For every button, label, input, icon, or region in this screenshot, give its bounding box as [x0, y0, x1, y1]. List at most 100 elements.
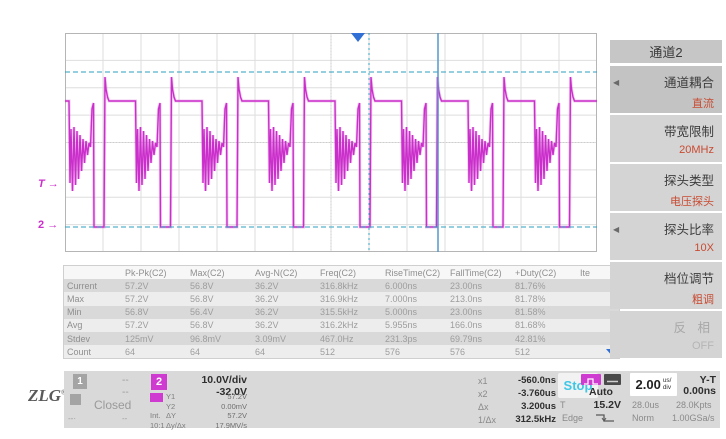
- sample-rate: 1.00GSa/s: [672, 413, 715, 423]
- menu-item-label: 探头比率: [663, 223, 714, 237]
- table-row-max: Max 57.2V 56.8V 36.2V 316.9kHz 7.000ns 213.0ns…: [64, 292, 619, 306]
- sweep-mode: Auto: [589, 386, 613, 398]
- measurement-value: 166.0ns: [450, 320, 483, 331]
- x-cursor-row: Δx 3.200us: [478, 401, 556, 412]
- measurement-value: 36.2V: [255, 320, 279, 331]
- menu-item-coupling[interactable]: ◀ 通道耦合 直流: [610, 66, 722, 113]
- measurement-value: 7.000ns: [385, 293, 418, 304]
- measurement-value: 36.2V: [255, 280, 279, 291]
- math-badge[interactable]: [70, 394, 81, 405]
- cursor-lines[interactable]: [65, 33, 597, 252]
- measurement-value: 69.79ns: [450, 333, 483, 344]
- measurement-value: 64: [190, 346, 201, 357]
- channel2-ground-marker[interactable]: 2 →: [38, 219, 59, 231]
- menu-title: 通道2: [610, 40, 722, 63]
- measurement-value: 81.78%: [515, 293, 546, 304]
- channel2-offset: -32.0V: [216, 386, 247, 398]
- menu-item-value: OFF: [692, 340, 714, 352]
- menu-item-probe-type[interactable]: 探头类型电压探头: [610, 164, 722, 211]
- measurement-value: 56.8V: [190, 320, 214, 331]
- measurement-value: 81.58%: [515, 307, 546, 318]
- menu-item-label: 探头类型: [663, 174, 714, 188]
- measurement-value: 36.2V: [255, 293, 279, 304]
- menu-item-label: 档位调节: [663, 272, 714, 286]
- measurement-value: 467.0Hz: [320, 333, 354, 344]
- channel2-badge[interactable]: 2: [151, 374, 167, 390]
- column-header: Max(C2): [190, 267, 225, 278]
- menu-item-label: 带宽限制: [663, 125, 714, 139]
- measurement-table: Pk-Pk(C2) Max(C2) Avg-N(C2) Freq(C2) RiseTim…: [63, 265, 620, 360]
- measurement-value: 56.8V: [125, 307, 149, 318]
- menu-item-value: 粗调: [692, 294, 714, 306]
- measurement-value: 512: [320, 346, 336, 357]
- channel2-scale: 10.0V/div: [201, 374, 247, 386]
- measurement-value: 6.000ns: [385, 280, 418, 291]
- y-cursor-row: Y2 0.00mV: [166, 401, 247, 411]
- table-row-count: Count 64 64 64 512 576 576 512: [64, 345, 619, 359]
- row-label: Current: [67, 280, 98, 291]
- measurement-value: 316.9kHz: [320, 293, 359, 304]
- trigger-type: Edge: [562, 413, 584, 423]
- channel1-value: --: [122, 387, 129, 398]
- measurement-value: 23.00ns: [450, 307, 483, 318]
- y-cursor-row: 10:1 Δy/Δx 17.9MV/s: [150, 420, 247, 430]
- row-label: Max: [67, 293, 85, 304]
- menu-item-probe-ratio[interactable]: ◀ 探头比率 10X: [610, 213, 722, 260]
- row-label: Avg: [67, 320, 83, 331]
- trigger-delay: 0.00ns: [683, 385, 716, 397]
- menu-item-bandwidth-limit[interactable]: 带宽限制 20MHz: [610, 115, 722, 162]
- memory-depth: 28.0Kpts: [676, 400, 712, 410]
- menu-item-value: 20MHz: [679, 144, 714, 156]
- trigger-level-marker[interactable]: T →: [38, 178, 59, 190]
- submenu-arrow-icon: ◀: [613, 225, 620, 234]
- column-header: RiseTime(C2): [385, 267, 441, 278]
- x-cursor-readout: x1 -560.0ns x2 -3.760us Δx 3.200us 1/Δx 312.5kH…: [478, 374, 556, 426]
- measurement-value: 56.4V: [190, 307, 214, 318]
- measurement-value: 5.955ns: [385, 320, 418, 331]
- measurement-value: 36.2V: [255, 307, 279, 318]
- channel1-badge[interactable]: 1: [73, 374, 87, 389]
- y-cursor-row: Int. ΔY 57.2V: [150, 411, 247, 421]
- y-cursor-readout: Y1 57.2V Y2 0.00mV Int. ΔY 57.2V 10:1 Δy/Δx 17.9M…: [150, 392, 247, 430]
- column-header: FallTime(C2): [450, 267, 502, 278]
- measurement-value: 56.8V: [190, 293, 214, 304]
- measurement-value: 213.0ns: [450, 293, 483, 304]
- x-cursor-row: x2 -3.760us: [478, 388, 556, 399]
- x-cursor-row: 1/Δx 312.5kHz: [478, 414, 556, 425]
- trigger-position-marker[interactable]: [351, 33, 365, 42]
- measurement-value: 315.5kHz: [320, 307, 359, 318]
- column-header: Pk-Pk(C2): [125, 267, 167, 278]
- x-cursor-row: x1 -560.0ns: [478, 375, 556, 386]
- column-header: Ite: [580, 267, 591, 278]
- menu-item-label: 反 相: [673, 321, 714, 335]
- measurement-value: 576: [450, 346, 466, 357]
- trigger-level-value: 15.2V: [593, 399, 621, 411]
- menu-item-label: 通道耦合: [663, 76, 714, 90]
- channel-menu: 通道2 ◀ 通道耦合 直流 带宽限制 20MHz 探头类型 电压探头 ◀ 探头比率 10X 档位调节…: [610, 40, 722, 360]
- measurement-value: 316.8kHz: [320, 280, 359, 291]
- column-header: Avg-N(C2): [255, 267, 298, 278]
- measurement-value: 42.81%: [515, 333, 546, 344]
- menu-item-value: 电压探头: [670, 196, 714, 208]
- y-cursor-row: Y1 57.2V: [166, 392, 247, 402]
- table-row-current: Current 57.2V 56.8V 36.2V 316.8kHz 6.000ns 23.…: [64, 279, 619, 293]
- trigger-source-badge: [581, 374, 601, 385]
- row-label: Min: [67, 307, 82, 318]
- trigger-mode-badge: [604, 374, 621, 385]
- menu-item-scale-adjust[interactable]: 档位调节粗调: [610, 262, 722, 309]
- table-row-min: Min 56.8V 56.4V 36.2V 315.5kHz 5.000ns 23.00ns…: [64, 305, 619, 319]
- timebase-scale[interactable]: 2.00 us/div: [630, 373, 677, 396]
- measurement-value: 3.09mV: [255, 333, 287, 344]
- aux-value: --: [122, 414, 128, 423]
- status-bar: 1 -- -- Closed --· -- 2 10.0V/div -32.0V…: [64, 371, 720, 430]
- measurement-value: 125mV: [125, 333, 154, 344]
- menu-item-invert[interactable]: 反 相 OFF: [610, 311, 722, 358]
- table-row-stdev: Stdev 125mV 96.8mV 3.09mV 467.0Hz 231.3ps 69.7…: [64, 331, 619, 346]
- channel-status: Closed: [94, 398, 132, 412]
- display-mode: Y-T: [699, 374, 716, 386]
- falling-edge-icon: [596, 414, 614, 422]
- measurement-value: 96.8mV: [190, 333, 222, 344]
- column-header: Freq(C2): [320, 267, 357, 278]
- measurement-value: 81.68%: [515, 320, 546, 331]
